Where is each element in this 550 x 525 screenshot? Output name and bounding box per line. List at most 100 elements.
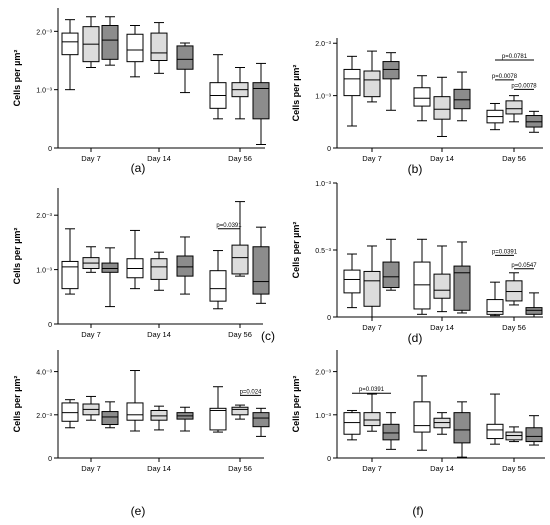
- box: [231, 244, 249, 275]
- x-tick-label: Day 14: [147, 154, 171, 163]
- box: [505, 100, 523, 115]
- box: [150, 32, 168, 61]
- box: [176, 255, 194, 277]
- x-tick-label: Day 56: [502, 464, 526, 473]
- box: [453, 412, 471, 444]
- box: [363, 70, 381, 98]
- box: [101, 262, 119, 273]
- box: [231, 406, 249, 416]
- y-tick-label: 0: [327, 315, 331, 322]
- x-tick-label: Day 7: [362, 154, 382, 163]
- p-value-label: p=0.0078: [492, 74, 518, 80]
- box: [343, 412, 361, 435]
- p-value-label: p=0.0547: [511, 263, 537, 269]
- box: [382, 61, 400, 80]
- y-tick-label: 0.5⁻³: [315, 248, 331, 255]
- box: [252, 246, 270, 295]
- box: [505, 280, 523, 302]
- box: [486, 299, 504, 315]
- panel-label: (c): [261, 329, 275, 343]
- y-tick-label: 1.0⁻³: [315, 94, 331, 101]
- p-value-label: p=0.0781: [502, 54, 528, 60]
- p-value-label: p=0.0391: [359, 387, 385, 393]
- panel-label: (f): [412, 504, 423, 518]
- x-tick-label: Day 7: [362, 323, 382, 332]
- box: [176, 45, 194, 70]
- x-tick-label: Day 7: [81, 154, 101, 163]
- box: [413, 401, 431, 433]
- panel-label: (a): [131, 161, 146, 175]
- x-tick-label: Day 7: [81, 330, 101, 339]
- box: [453, 265, 471, 311]
- y-tick-label: 1.0⁻³: [36, 268, 52, 275]
- box: [126, 402, 144, 421]
- box: [101, 25, 119, 60]
- y-tick-label: 0: [48, 322, 52, 329]
- box: [486, 423, 504, 440]
- box: [343, 269, 361, 294]
- y-axis-label: Cells per µm²: [12, 50, 22, 107]
- box: [252, 82, 270, 120]
- x-tick-label: Day 7: [81, 464, 101, 473]
- x-tick-label: Day 14: [430, 154, 454, 163]
- box: [382, 261, 400, 289]
- box: [453, 88, 471, 110]
- panel-label: (e): [131, 504, 146, 518]
- x-tick-label: Day 56: [228, 464, 252, 473]
- box: [61, 260, 79, 290]
- panel-label: (d): [408, 331, 423, 345]
- box: [413, 261, 431, 310]
- box: [382, 423, 400, 441]
- x-tick-label: Day 56: [228, 154, 252, 163]
- x-tick-label: Day 14: [430, 464, 454, 473]
- y-tick-label: 2.0⁻³: [36, 29, 52, 36]
- box: [150, 258, 168, 280]
- panel-label: (b): [408, 162, 423, 176]
- box: [413, 87, 431, 107]
- y-tick-label: 1.0⁻³: [315, 181, 331, 188]
- box: [209, 270, 227, 302]
- box: [525, 307, 543, 315]
- x-tick-label: Day 56: [228, 330, 252, 339]
- box: [150, 409, 168, 421]
- y-axis-label: Cells per µm²: [12, 376, 22, 433]
- p-value-label: p=0.024: [240, 389, 263, 395]
- x-tick-label: Day 7: [362, 464, 382, 473]
- y-tick-label: 0: [48, 456, 52, 463]
- x-tick-label: Day 14: [430, 323, 454, 332]
- y-tick-label: 2.0⁻³: [315, 41, 331, 48]
- y-axis-label: Cells per µm²: [12, 228, 22, 285]
- x-tick-label: Day 56: [502, 323, 526, 332]
- y-tick-label: 4.0⁻³: [36, 370, 52, 377]
- box: [209, 407, 227, 431]
- y-tick-label: 2.0⁻³: [315, 370, 331, 377]
- box: [61, 32, 79, 56]
- box: [363, 412, 381, 427]
- box: [433, 273, 451, 299]
- box: [252, 412, 270, 428]
- y-tick-label: 0: [327, 456, 331, 463]
- p-value-label: p=0.0078: [511, 83, 537, 89]
- y-tick-label: 0: [327, 146, 331, 153]
- y-tick-label: 0: [48, 146, 52, 153]
- x-tick-label: Day 56: [502, 154, 526, 163]
- y-tick-label: 1.0⁻³: [36, 88, 52, 95]
- y-axis-label: Cells per µm²: [291, 376, 301, 433]
- box: [101, 411, 119, 426]
- y-axis-label: Cells per µm²: [291, 222, 301, 279]
- box: [525, 115, 543, 128]
- box: [61, 402, 79, 422]
- box: [363, 270, 381, 307]
- y-tick-label: 1.0⁻³: [315, 413, 331, 420]
- x-tick-label: Day 14: [147, 330, 171, 339]
- x-tick-label: Day 14: [147, 464, 171, 473]
- box: [126, 33, 144, 63]
- y-axis-label: Cells per µm²: [291, 65, 301, 122]
- box: [525, 427, 543, 443]
- box: [343, 68, 361, 97]
- y-tick-label: 2.0⁻³: [36, 413, 52, 420]
- p-value-label: p=0.0391: [216, 223, 242, 229]
- p-value-label: p=0.0391: [492, 249, 518, 255]
- y-tick-label: 2.0⁻³: [36, 213, 52, 220]
